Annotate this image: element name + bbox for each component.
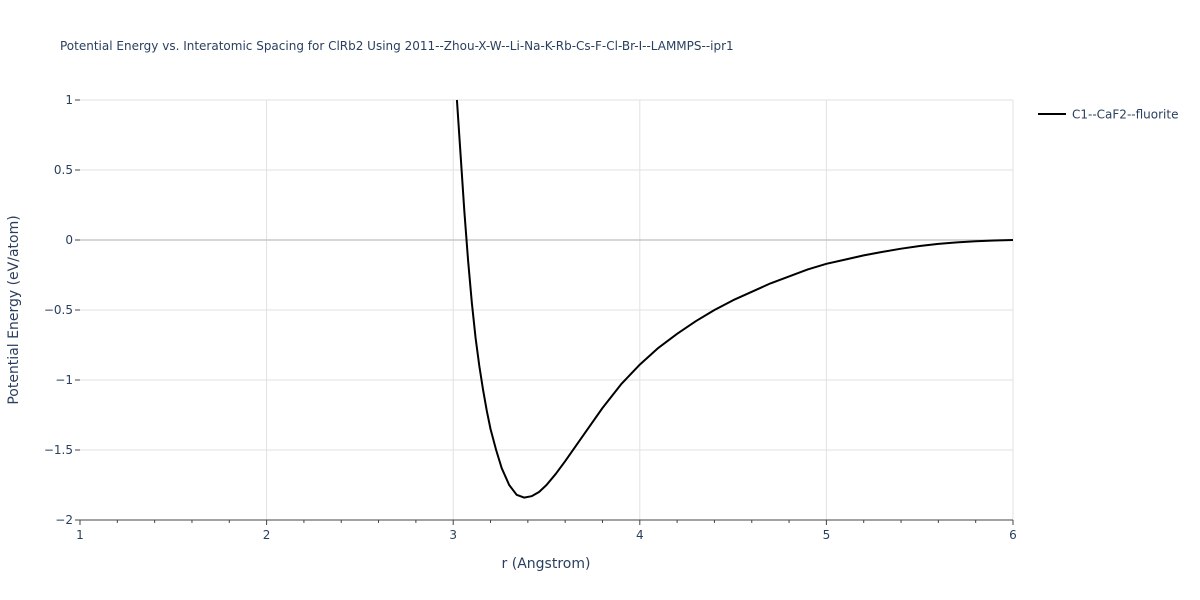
y-tick-label: 0: [65, 233, 73, 247]
legend[interactable]: C1--CaF2--fluorite: [1038, 108, 1178, 122]
series-layer: [455, 99, 1014, 499]
y-axis-title: Potential Energy (eV/atom): [6, 215, 22, 404]
y-tick-label: 1: [65, 93, 73, 107]
x-tick-labels: 1 2 3 4 5 6: [76, 520, 1017, 542]
x-tick-label: 3: [449, 528, 457, 542]
legend-label: C1--CaF2--fluorite: [1072, 108, 1178, 122]
y-gridlines: [80, 99, 1013, 451]
y-tick-labels: 1 0.5 0 −0.5 −1 −1.5 −2: [44, 93, 80, 527]
series-line[interactable]: [455, 99, 1014, 499]
x-axis-title: r (Angstrom): [502, 556, 591, 572]
y-tick-label: 0.5: [54, 163, 73, 177]
y-tick-label: −1.5: [44, 443, 73, 457]
y-tick-label: −0.5: [44, 303, 73, 317]
x-tick-label: 4: [636, 528, 644, 542]
x-tick-label: 5: [823, 528, 831, 542]
y-tick-label: −2: [55, 513, 73, 527]
chart-title: Potential Energy vs. Interatomic Spacing…: [60, 39, 734, 53]
y-tick-label: −1: [55, 373, 73, 387]
x-tick-label: 2: [263, 528, 271, 542]
x-tick-label: 6: [1009, 528, 1017, 542]
x-tick-label: 1: [76, 528, 84, 542]
